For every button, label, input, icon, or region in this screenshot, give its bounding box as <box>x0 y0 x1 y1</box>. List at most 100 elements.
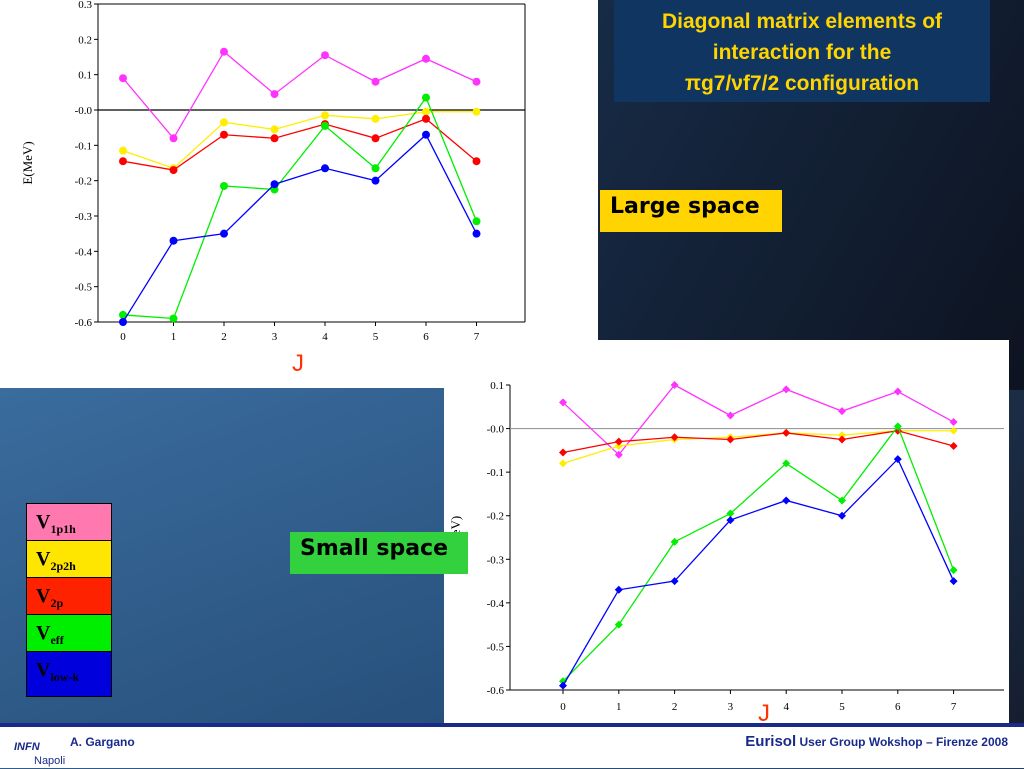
data-point-Veff-4 <box>782 459 791 468</box>
slide-title-line-2: interaction for the <box>712 41 892 64</box>
data-point-V1p1h-7 <box>472 77 481 86</box>
y-tick-label: -0.2 <box>487 511 504 523</box>
x-tick-label: 7 <box>951 701 957 713</box>
data-point-V2p2h-5 <box>371 114 380 123</box>
data-point-V1p1h-6 <box>893 387 902 396</box>
legend: V1p1h V2p2h V2p Veff Vlow-k <box>26 503 112 697</box>
x-tick-label: 0 <box>560 701 566 713</box>
data-point-Veff-2 <box>220 181 228 190</box>
y-tick-label: -0.1 <box>75 140 92 152</box>
slide-title: Diagonal matrix elements of interaction … <box>614 0 990 102</box>
data-point-Vlow-k-7 <box>472 229 481 238</box>
data-point-V1p1h-1 <box>614 450 623 459</box>
x-tick-label: 4 <box>322 331 328 343</box>
legend-item-vlowk: Vlow-k <box>26 651 112 697</box>
data-point-Veff-4 <box>321 121 329 130</box>
small-space-chart: 0.1-0.0-0.1-0.2-0.3-0.4-0.5-0.601234567E… <box>448 380 1004 713</box>
y-tick-label: -0.3 <box>487 554 505 566</box>
y-tick-label: -0.4 <box>75 246 93 258</box>
large-space-chart-panel: 0.3 0.2 0.1 -0.0 -0.1 -0.2 -0.3 -0.4 -0.5 -0.6 0 1 2… <box>0 0 598 388</box>
x-tick-label: 4 <box>783 701 789 713</box>
data-point-V1p1h-5 <box>838 407 846 416</box>
y-tick-label: -0.4 <box>487 598 505 610</box>
large-space-label: Large space <box>600 190 782 232</box>
data-point-V1p1h-4 <box>782 385 791 394</box>
x-tick-label: 7 <box>474 331 480 343</box>
series-line-V1p1h <box>562 384 954 456</box>
x-tick-label: 5 <box>373 331 379 343</box>
x-tick-label: 2 <box>221 331 227 343</box>
data-point-Vlow-k-0 <box>559 681 567 690</box>
data-point-V1p1h-5 <box>371 77 380 86</box>
data-point-V1p1h-2 <box>670 381 679 389</box>
x-tick-label: 1 <box>616 701 622 713</box>
x-tick-label: 1 <box>171 331 177 343</box>
data-point-V2p2h-1 <box>614 442 623 450</box>
data-point-V2p2h-2 <box>220 118 228 127</box>
data-point-Vlow-k-6 <box>422 130 430 139</box>
footer-event: Eurisol User Group Wokshop – Firenze 200… <box>745 733 1008 750</box>
slide-title-line-3: πg7/νf7/2 configuration <box>684 72 920 95</box>
series-line-V2p <box>562 430 954 454</box>
data-point-Veff-2 <box>670 537 679 546</box>
data-point-V2p2h-3 <box>270 125 279 134</box>
data-point-V1p1h-3 <box>270 90 279 99</box>
y-tick-label: -0.3 <box>75 211 93 223</box>
data-point-V2p2h-6 <box>422 107 430 116</box>
y-tick-label: 0.3 <box>78 0 92 11</box>
data-point-V2p-2 <box>670 433 679 442</box>
chart1-x-axis-label: J <box>292 350 304 377</box>
data-point-V2p-3 <box>726 435 735 444</box>
y-tick-label: -0.5 <box>75 282 93 294</box>
legend-item-v2p2h: V2p2h <box>26 540 112 577</box>
y-tick-label: 0.1 <box>78 70 92 82</box>
data-point-Vlow-k-5 <box>838 511 846 520</box>
data-point-Veff-1 <box>169 314 178 323</box>
data-point-V1p1h-4 <box>321 51 329 60</box>
data-point-V2p2h-7 <box>472 107 481 116</box>
footer-rule <box>0 723 1024 727</box>
y-tick-label: -0.2 <box>75 176 92 188</box>
data-point-Veff-7 <box>472 217 481 226</box>
data-point-V1p1h-3 <box>726 411 735 420</box>
data-point-Vlow-k-3 <box>726 516 735 525</box>
data-point-Vlow-k-5 <box>371 176 380 185</box>
footer-event-rest: User Group Wokshop – Firenze 2008 <box>799 735 1008 749</box>
x-tick-label: 6 <box>895 701 901 713</box>
y-tick-label: -0.6 <box>75 317 93 329</box>
data-point-V2p-5 <box>838 435 846 444</box>
data-point-V2p-7 <box>949 442 958 450</box>
data-point-V1p1h-7 <box>949 418 958 427</box>
x-tick-label: 6 <box>423 331 429 343</box>
data-point-V2p-0 <box>119 157 127 166</box>
data-point-V2p-7 <box>472 157 481 166</box>
data-point-Vlow-k-4 <box>782 496 791 505</box>
data-point-V2p2h-5 <box>838 431 846 440</box>
footer-author: A. Gargano <box>70 735 135 749</box>
data-point-V1p1h-2 <box>220 47 228 56</box>
data-point-Vlow-k-0 <box>119 318 127 326</box>
series-line-V2p2h <box>562 430 954 465</box>
data-point-V2p2h-0 <box>119 146 127 155</box>
legend-item-veff: Veff <box>26 614 112 651</box>
legend-item-v2p: V2p <box>26 577 112 614</box>
small-space-label: Small space <box>290 532 468 574</box>
footer: INFN Napoli A. Gargano Eurisol User Grou… <box>0 723 1024 768</box>
data-point-V2p2h-7 <box>949 426 958 435</box>
data-point-Veff-5 <box>838 496 846 505</box>
data-point-Veff-6 <box>422 93 430 102</box>
data-point-V2p2h-0 <box>559 459 567 468</box>
data-point-Vlow-k-6 <box>893 455 902 464</box>
y-tick-label: -0.5 <box>487 641 505 653</box>
data-point-V2p-5 <box>371 134 380 143</box>
data-point-V1p1h-1 <box>169 134 178 143</box>
data-point-Vlow-k-2 <box>220 229 228 238</box>
series-line-V2p2h <box>122 111 477 170</box>
data-point-V2p2h-4 <box>321 111 329 120</box>
data-point-V1p1h-6 <box>422 54 430 63</box>
series-line-Vlow-k <box>562 457 955 686</box>
series-line-Veff <box>122 96 478 320</box>
data-point-Vlow-k-7 <box>949 577 958 586</box>
data-point-V2p-0 <box>559 448 567 457</box>
data-point-V2p-2 <box>220 130 228 139</box>
